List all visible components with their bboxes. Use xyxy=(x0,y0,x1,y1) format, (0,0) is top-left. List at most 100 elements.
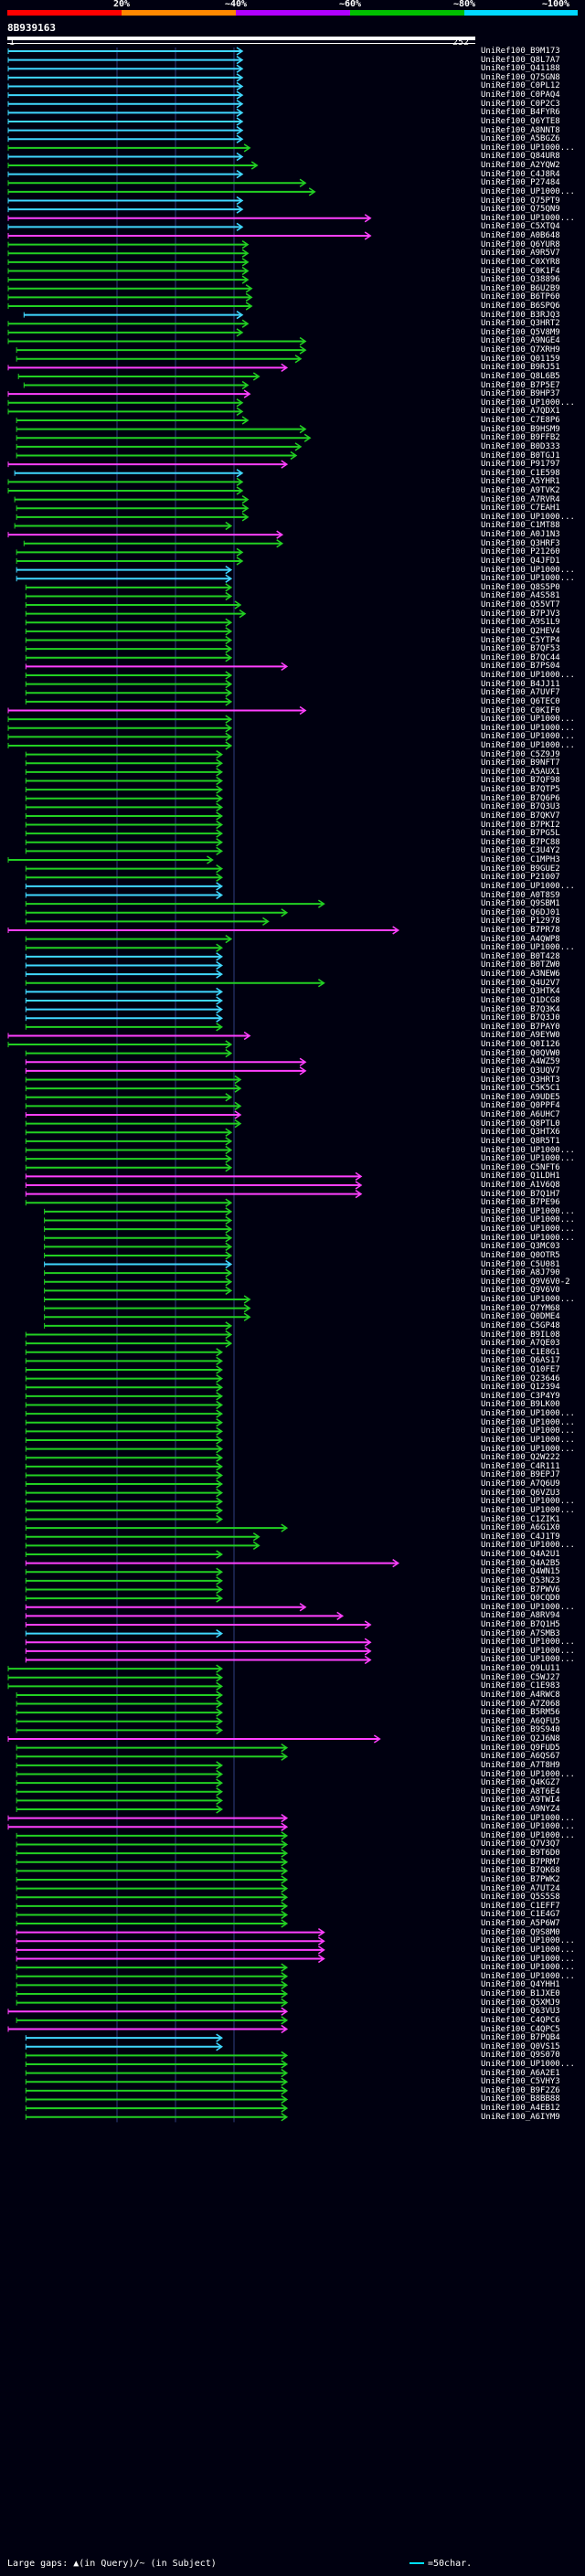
hit-label[interactable]: UniRef100_UP1000... xyxy=(481,1233,575,1243)
hit-label[interactable]: UniRef100_UP1000... xyxy=(481,1444,575,1454)
hit-label[interactable]: UniRef100_C4R111 xyxy=(481,1461,560,1471)
hit-label[interactable]: UniRef100_UP1000... xyxy=(481,565,575,575)
hit-label[interactable]: UniRef100_Q55VT7 xyxy=(481,600,560,610)
hit-label[interactable]: UniRef100_B4JJ11 xyxy=(481,679,560,689)
hit-label[interactable]: UniRef100_UP1000... xyxy=(481,574,575,584)
hit-label[interactable]: UniRef100_UP1000... xyxy=(481,2059,575,2069)
hit-label[interactable]: UniRef100_Q6VZU3 xyxy=(481,1488,560,1498)
hit-label[interactable]: UniRef100_B9HP37 xyxy=(481,389,560,399)
hit-label[interactable]: UniRef100_Q53N23 xyxy=(481,1575,560,1585)
hit-label[interactable]: UniRef100_Q2HEV4 xyxy=(481,626,560,636)
hit-label[interactable]: UniRef100_A8T6E4 xyxy=(481,1786,560,1797)
hit-label[interactable]: UniRef100_Q0QVW0 xyxy=(481,1048,560,1058)
hit-label[interactable]: UniRef100_Q23646 xyxy=(481,1373,560,1383)
hit-label[interactable]: UniRef100_C1ZIK1 xyxy=(481,1514,560,1524)
hit-label[interactable]: UniRef100_C0KIF0 xyxy=(481,705,560,716)
hit-label[interactable]: UniRef100_Q0CQD0 xyxy=(481,1594,560,1604)
hit-label[interactable]: UniRef100_Q9S8M0 xyxy=(481,1927,560,1937)
hit-label[interactable]: UniRef100_A4QWP8 xyxy=(481,934,560,944)
hit-label[interactable]: UniRef100_A7Q6U9 xyxy=(481,1479,560,1489)
hit-label[interactable]: UniRef100_Q2W222 xyxy=(481,1453,560,1463)
hit-label[interactable]: UniRef100_A8RV94 xyxy=(481,1611,560,1621)
hit-label[interactable]: UniRef100_B0T428 xyxy=(481,951,560,961)
hit-label[interactable]: UniRef100_UP1000... xyxy=(481,1426,575,1436)
hit-label[interactable]: UniRef100_B7PWV6 xyxy=(481,1585,560,1595)
hit-label[interactable]: UniRef100_Q63VU3 xyxy=(481,2007,560,2017)
hit-label[interactable]: UniRef100_P12978 xyxy=(481,917,560,927)
hit-label[interactable]: UniRef100_A0B648 xyxy=(481,231,560,241)
hit-label[interactable]: UniRef100_B3RJQ3 xyxy=(481,310,560,320)
hit-label[interactable]: UniRef100_Q3HRT3 xyxy=(481,1075,560,1085)
hit-label[interactable]: UniRef100_A6G1X0 xyxy=(481,1523,560,1533)
hit-label[interactable]: UniRef100_A9NGE4 xyxy=(481,336,560,346)
hit-label[interactable]: UniRef100_A8NNT8 xyxy=(481,125,560,135)
hit-label[interactable]: UniRef100_B7PKI2 xyxy=(481,820,560,830)
hit-label[interactable]: UniRef100_UP1000... xyxy=(481,732,575,742)
hit-label[interactable]: UniRef100_C7EAH1 xyxy=(481,504,560,514)
hit-label[interactable]: UniRef100_C0PAQ4 xyxy=(481,90,560,101)
hit-label[interactable]: UniRef100_B7QC44 xyxy=(481,652,560,663)
hit-label[interactable]: UniRef100_UP1000... xyxy=(481,1215,575,1225)
hit-label[interactable]: UniRef100_UP1000... xyxy=(481,512,575,522)
hit-label[interactable]: UniRef100_Q6AS17 xyxy=(481,1356,560,1366)
hit-label[interactable]: UniRef100_A2YQW2 xyxy=(481,161,560,171)
hit-label[interactable]: UniRef100_Q4KGZ7 xyxy=(481,1778,560,1788)
hit-label[interactable]: UniRef100_Q10FE7 xyxy=(481,1365,560,1374)
hit-label[interactable]: UniRef100_UP1000... xyxy=(481,1417,575,1427)
hit-label[interactable]: UniRef100_A6UHC7 xyxy=(481,1110,560,1120)
hit-label[interactable]: UniRef100_Q4A2U1 xyxy=(481,1550,560,1560)
hit-label[interactable]: UniRef100_Q1LDH1 xyxy=(481,1171,560,1182)
hit-label[interactable]: UniRef100_C5XTQ4 xyxy=(481,222,560,232)
hit-label[interactable]: UniRef100_Q9V6V0-2 xyxy=(481,1277,570,1287)
hit-label[interactable]: UniRef100_Q5S5S8 xyxy=(481,1892,560,1903)
hit-label[interactable]: UniRef100_B7QK68 xyxy=(481,1866,560,1876)
hit-label[interactable]: UniRef100_Q4U2V7 xyxy=(481,978,560,988)
hit-label[interactable]: UniRef100_B6U2B9 xyxy=(481,283,560,293)
hit-label[interactable]: UniRef100_UP1000... xyxy=(481,1145,575,1155)
hit-label[interactable]: UniRef100_B9LK00 xyxy=(481,1400,560,1410)
hit-label[interactable]: UniRef100_UP1000... xyxy=(481,943,575,953)
hit-label[interactable]: UniRef100_Q4A2B5 xyxy=(481,1558,560,1568)
hit-label[interactable]: UniRef100_UP1000... xyxy=(481,881,575,891)
hit-label[interactable]: UniRef100_UP1000... xyxy=(481,143,575,153)
hit-label[interactable]: UniRef100_B7P5E7 xyxy=(481,380,560,390)
hit-label[interactable]: UniRef100_C4J8R4 xyxy=(481,169,560,179)
hit-label[interactable]: UniRef100_C5K5C1 xyxy=(481,1084,560,1094)
hit-label[interactable]: UniRef100_A9TWI4 xyxy=(481,1796,560,1806)
hit-label[interactable]: UniRef100_UP1000... xyxy=(481,1435,575,1445)
hit-label[interactable]: UniRef100_Q8R5T1 xyxy=(481,1136,560,1146)
hit-label[interactable]: UniRef100_B9RJ51 xyxy=(481,363,560,373)
hit-label[interactable]: UniRef100_Q9LU11 xyxy=(481,1664,560,1674)
hit-label[interactable]: UniRef100_Q5V8M9 xyxy=(481,327,560,337)
hit-label[interactable]: UniRef100_A9UDE5 xyxy=(481,1092,560,1102)
hit-label[interactable]: UniRef100_B4FYR6 xyxy=(481,108,560,118)
hit-label[interactable]: UniRef100_UP1000... xyxy=(481,671,575,681)
hit-label[interactable]: UniRef100_B0D333 xyxy=(481,441,560,451)
hit-label[interactable]: UniRef100_A9EYW0 xyxy=(481,1031,560,1041)
hit-label[interactable]: UniRef100_Q0I126 xyxy=(481,1040,560,1050)
hit-label[interactable]: UniRef100_C1MPH3 xyxy=(481,855,560,865)
hit-label[interactable]: UniRef100_Q4WN15 xyxy=(481,1567,560,1577)
hit-label[interactable]: UniRef100_C5U081 xyxy=(481,1259,560,1269)
hit-label[interactable]: UniRef100_UP1000... xyxy=(481,1541,575,1551)
hit-label[interactable]: UniRef100_UP1000... xyxy=(481,1602,575,1612)
hit-label[interactable]: UniRef100_C3P4Y9 xyxy=(481,1391,560,1401)
hit-label[interactable]: UniRef100_UP1000... xyxy=(481,1769,575,1779)
hit-label[interactable]: UniRef100_P91797 xyxy=(481,460,560,470)
hit-label[interactable]: UniRef100_Q75GN8 xyxy=(481,72,560,82)
hit-label[interactable]: UniRef100_UP1000... xyxy=(481,1295,575,1305)
hit-label[interactable]: UniRef100_B7PE96 xyxy=(481,1198,560,1208)
hit-label[interactable]: UniRef100_Q9SBM1 xyxy=(481,899,560,909)
hit-label[interactable]: UniRef100_Q0OTR5 xyxy=(481,1250,560,1260)
hit-label[interactable]: UniRef100_A5P6W7 xyxy=(481,1919,560,1929)
hit-label[interactable]: UniRef100_C5WJ27 xyxy=(481,1672,560,1682)
hit-label[interactable]: UniRef100_UP1000... xyxy=(481,1646,575,1656)
hit-label[interactable]: UniRef100_B9IL08 xyxy=(481,1330,560,1340)
hit-label[interactable]: UniRef100_B7Q1H7 xyxy=(481,1189,560,1199)
hit-label[interactable]: UniRef100_B9GUE2 xyxy=(481,864,560,874)
hit-label[interactable]: UniRef100_Q3HTX6 xyxy=(481,1128,560,1138)
hit-label[interactable]: UniRef100_B8BB88 xyxy=(481,2094,560,2104)
hit-label[interactable]: UniRef100_UP1000... xyxy=(481,1945,575,1955)
hit-label[interactable]: UniRef100_Q6YTE8 xyxy=(481,116,560,126)
hit-label[interactable]: UniRef100_B7PQB4 xyxy=(481,2033,560,2043)
